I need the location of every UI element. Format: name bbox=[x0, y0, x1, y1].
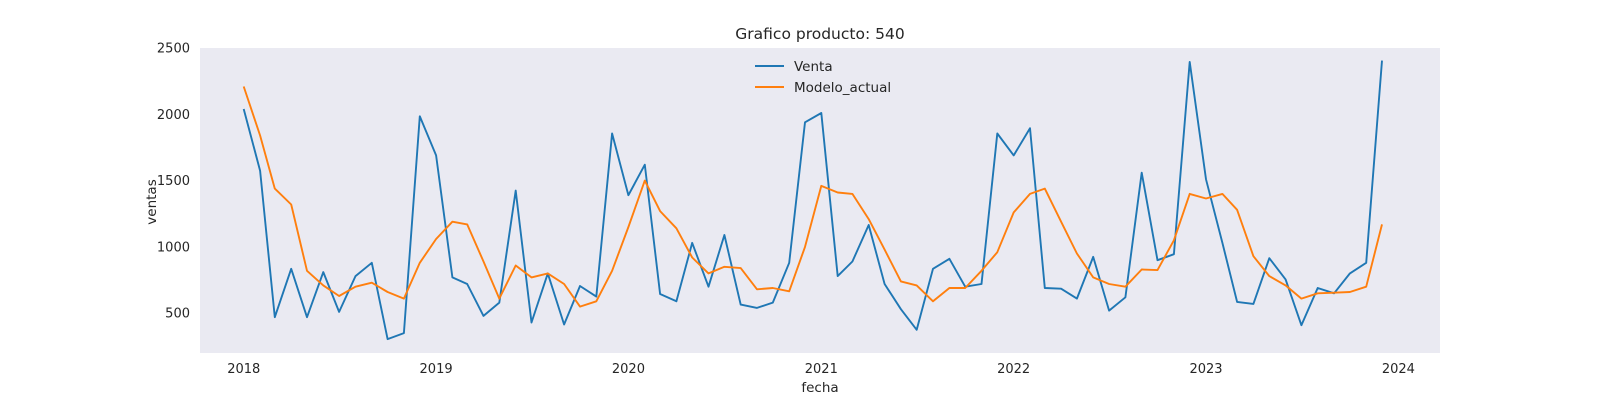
x-tick-label: 2021 bbox=[805, 362, 838, 377]
x-axis-ticks: 2018 2019 2020 2021 2022 2023 2024 bbox=[227, 362, 1415, 377]
x-tick-label: 2022 bbox=[997, 362, 1030, 377]
y-axis-label: ventas bbox=[144, 179, 160, 224]
legend-label: Venta bbox=[794, 59, 833, 75]
series-line-modelo-actual bbox=[242, 86, 1383, 308]
series-line-venta bbox=[242, 60, 1383, 341]
series-lines bbox=[242, 60, 1383, 341]
x-tick-label: 2018 bbox=[227, 362, 260, 377]
x-axis-label: fecha bbox=[801, 380, 838, 396]
chart-title: Grafico producto: 540 bbox=[735, 25, 904, 43]
y-axis-ticks: 500 1000 1500 2000 2500 bbox=[157, 42, 190, 322]
x-tick-label: 2024 bbox=[1382, 362, 1415, 377]
y-tick-label: 2000 bbox=[157, 108, 190, 123]
x-tick-label: 2019 bbox=[420, 362, 453, 377]
x-tick-label: 2023 bbox=[1189, 362, 1222, 377]
x-tick-label: 2020 bbox=[612, 362, 645, 377]
y-tick-label: 1000 bbox=[157, 240, 190, 255]
y-tick-label: 2500 bbox=[157, 42, 190, 57]
legend-label: Modelo_actual bbox=[794, 80, 891, 96]
legend: Venta Modelo_actual bbox=[755, 59, 891, 96]
y-tick-label: 1500 bbox=[157, 174, 190, 189]
y-tick-label: 500 bbox=[165, 307, 190, 322]
